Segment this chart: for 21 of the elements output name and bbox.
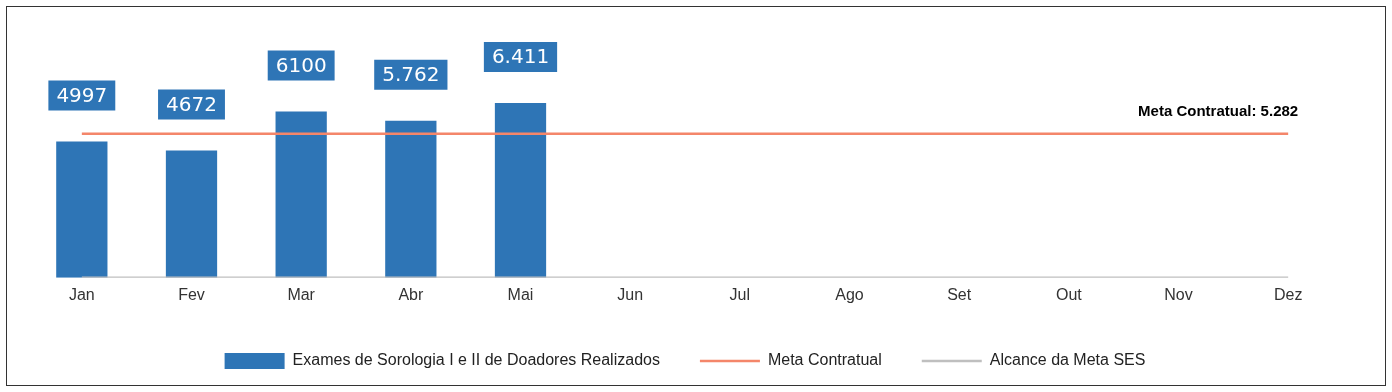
x-tick-label: Jan	[68, 285, 95, 303]
x-tick-label: Nov	[1164, 285, 1193, 303]
legend-label: Exames de Sorologia I e II de Doadores Realizados	[292, 351, 660, 369]
x-tick-label: Out	[1055, 285, 1083, 303]
x-tick-label: Fev	[178, 285, 205, 303]
x-tick-label: Mar	[287, 285, 316, 303]
data-label: 4672	[166, 91, 217, 116]
legend-label: Meta Contratual	[767, 351, 882, 369]
legend-label: Alcance da Meta SES	[989, 351, 1146, 369]
x-tick-label: Mai	[507, 285, 534, 303]
data-label: 6100	[275, 52, 327, 77]
data-label: 4997	[56, 82, 108, 107]
x-tick-label: Ago	[835, 285, 864, 303]
x-tick-label: Jul	[729, 285, 751, 303]
data-label: 5.762	[382, 61, 440, 86]
data-label: 6.411	[491, 44, 550, 69]
x-tick-label: Abr	[398, 285, 424, 303]
annotation: Meta Contratual: 5.282	[1138, 102, 1299, 120]
x-tick-label: Set	[947, 285, 972, 303]
x-tick-label: Dez	[1273, 285, 1303, 303]
x-tick-label: Jun	[617, 285, 644, 303]
